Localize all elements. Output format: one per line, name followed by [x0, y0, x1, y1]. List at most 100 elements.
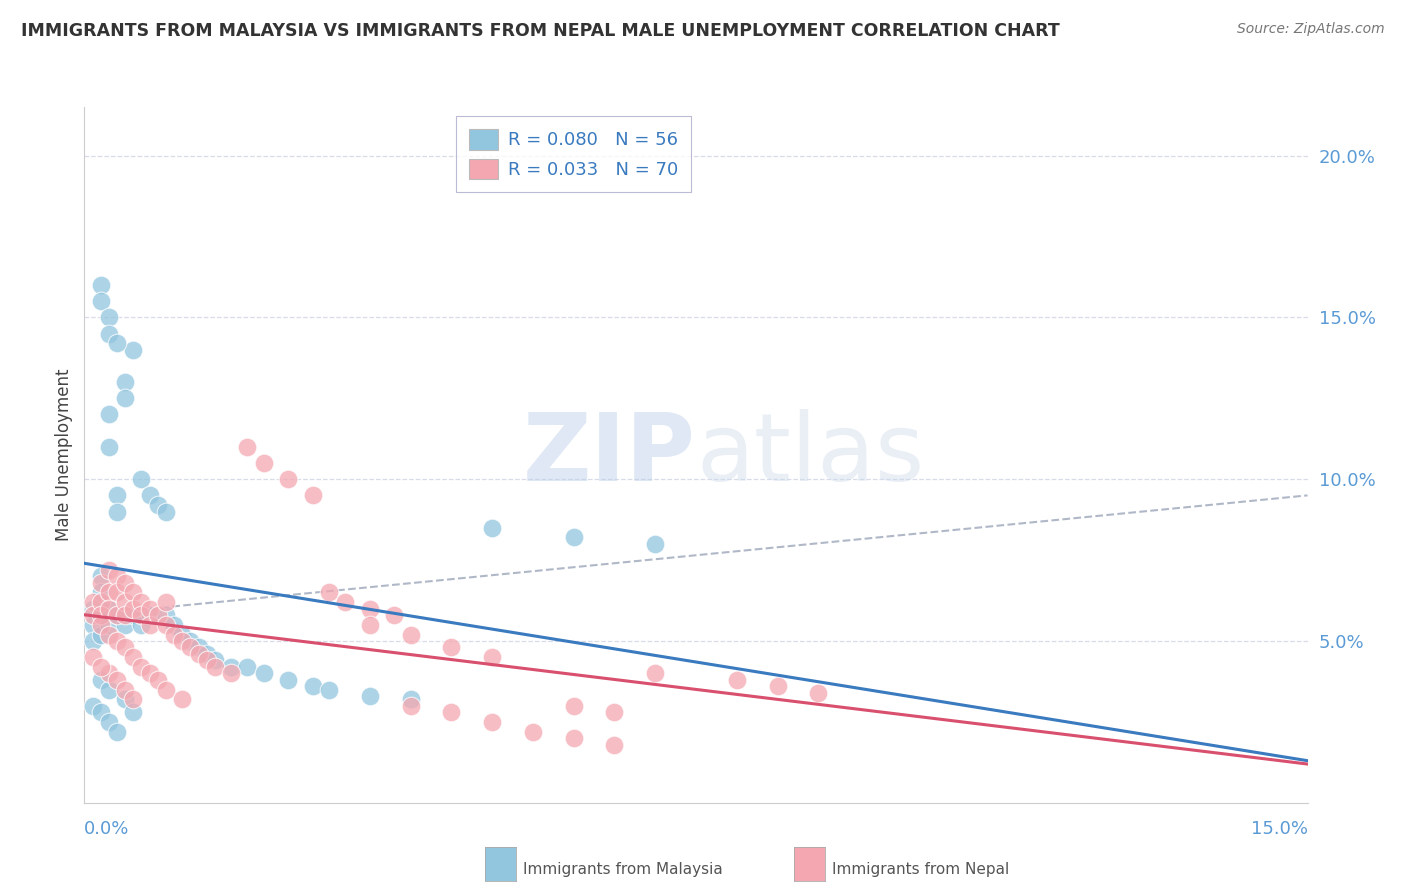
Point: [82, 634, 104, 648]
Point: [236, 660, 259, 674]
Point: [97, 627, 120, 641]
Point: [146, 608, 169, 623]
Point: [172, 692, 194, 706]
Point: [172, 634, 194, 648]
Point: [155, 608, 177, 623]
Point: [90, 617, 112, 632]
Text: 0.0%: 0.0%: [84, 821, 129, 838]
Point: [97, 440, 120, 454]
Point: [236, 440, 259, 454]
Point: [807, 686, 830, 700]
Point: [318, 682, 340, 697]
Point: [114, 575, 136, 590]
Point: [253, 456, 276, 470]
Point: [155, 504, 177, 518]
Point: [114, 608, 136, 623]
Point: [114, 595, 136, 609]
Text: Source: ZipAtlas.com: Source: ZipAtlas.com: [1237, 22, 1385, 37]
Point: [97, 601, 120, 615]
Point: [97, 682, 120, 697]
Point: [122, 650, 145, 665]
Point: [179, 634, 201, 648]
Point: [644, 666, 666, 681]
Point: [105, 504, 128, 518]
Point: [179, 640, 201, 655]
Point: [562, 531, 585, 545]
Point: [90, 569, 112, 583]
Point: [105, 608, 128, 623]
Point: [122, 343, 145, 357]
Point: [187, 640, 209, 655]
Point: [382, 608, 405, 623]
Point: [90, 705, 112, 719]
Point: [440, 640, 463, 655]
Point: [163, 627, 186, 641]
Point: [105, 673, 128, 687]
Point: [105, 569, 128, 583]
Point: [766, 679, 789, 693]
Point: [155, 617, 177, 632]
Point: [122, 585, 145, 599]
Point: [277, 472, 299, 486]
Point: [90, 278, 112, 293]
Point: [105, 634, 128, 648]
Point: [725, 673, 748, 687]
Point: [90, 585, 112, 599]
Point: [105, 585, 128, 599]
Point: [114, 640, 136, 655]
Point: [114, 692, 136, 706]
Point: [399, 698, 422, 713]
Point: [187, 647, 209, 661]
Point: [172, 627, 194, 641]
Point: [97, 714, 120, 729]
Point: [82, 595, 104, 609]
Point: [603, 738, 626, 752]
Point: [90, 660, 112, 674]
Point: [90, 673, 112, 687]
Point: [481, 650, 503, 665]
Point: [97, 563, 120, 577]
Point: [138, 608, 160, 623]
Point: [122, 705, 145, 719]
Point: [122, 601, 145, 615]
Point: [301, 488, 323, 502]
Point: [90, 608, 112, 623]
Point: [204, 660, 226, 674]
Point: [138, 601, 160, 615]
Point: [562, 698, 585, 713]
Point: [82, 650, 104, 665]
Point: [131, 595, 153, 609]
Text: IMMIGRANTS FROM MALAYSIA VS IMMIGRANTS FROM NEPAL MALE UNEMPLOYMENT CORRELATION : IMMIGRANTS FROM MALAYSIA VS IMMIGRANTS F…: [21, 22, 1060, 40]
Point: [82, 698, 104, 713]
Point: [603, 705, 626, 719]
Point: [335, 595, 357, 609]
Point: [359, 601, 381, 615]
Point: [146, 498, 169, 512]
Point: [399, 692, 422, 706]
Point: [97, 326, 120, 341]
Point: [114, 375, 136, 389]
Point: [105, 336, 128, 351]
Point: [163, 617, 186, 632]
Text: atlas: atlas: [696, 409, 924, 501]
Point: [562, 731, 585, 745]
Point: [131, 617, 153, 632]
Point: [105, 724, 128, 739]
Point: [82, 608, 104, 623]
Point: [440, 705, 463, 719]
Point: [105, 488, 128, 502]
Point: [195, 647, 218, 661]
Point: [138, 488, 160, 502]
Point: [138, 666, 160, 681]
Text: Immigrants from Malaysia: Immigrants from Malaysia: [523, 863, 723, 877]
Point: [301, 679, 323, 693]
Text: 15.0%: 15.0%: [1250, 821, 1308, 838]
Point: [122, 692, 145, 706]
Point: [97, 585, 120, 599]
Point: [90, 595, 112, 609]
Point: [204, 653, 226, 667]
Point: [97, 666, 120, 681]
Point: [97, 601, 120, 615]
Point: [131, 608, 153, 623]
Point: [97, 310, 120, 325]
